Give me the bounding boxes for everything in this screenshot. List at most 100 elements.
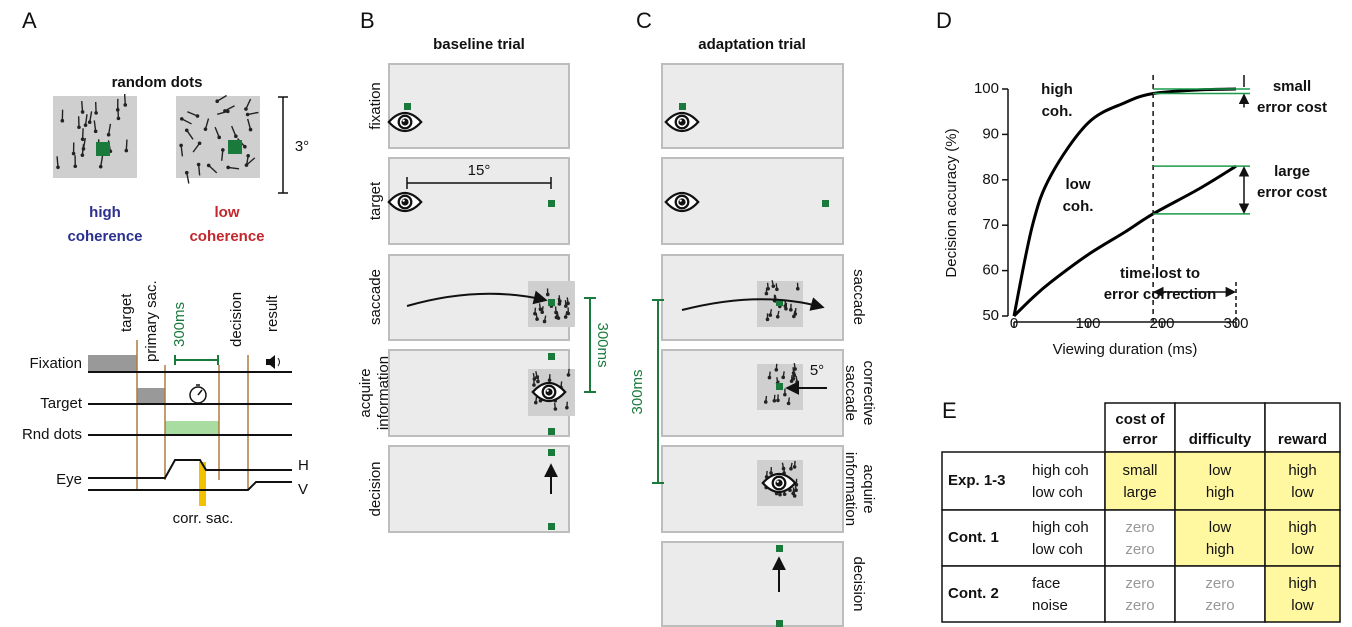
target-point	[548, 353, 555, 360]
header-text: cost of	[1115, 411, 1165, 428]
cell	[1174, 451, 1266, 511]
row-label-cell	[941, 509, 1106, 567]
dot	[123, 103, 128, 107]
target-point	[776, 299, 783, 306]
dot	[538, 307, 543, 312]
cell	[1264, 565, 1341, 623]
cell-text: high	[1206, 541, 1234, 558]
dot	[56, 165, 60, 170]
dot	[179, 117, 184, 121]
dot-trail	[245, 155, 249, 167]
dot-trail	[81, 128, 84, 140]
dot	[243, 144, 247, 149]
dot-trail	[82, 137, 87, 149]
row-label: saccade	[850, 269, 867, 325]
stopwatch	[189, 384, 207, 404]
dot-trail	[216, 94, 227, 102]
panel-label: C	[636, 8, 652, 33]
dot	[566, 373, 571, 377]
row-label: decision	[367, 461, 384, 516]
dot-trail	[221, 149, 224, 161]
target-point	[548, 299, 555, 306]
dot	[772, 398, 777, 403]
dot	[234, 134, 238, 139]
target-point	[776, 545, 783, 552]
title: baseline trial	[433, 36, 525, 53]
cell	[1104, 451, 1176, 511]
annotation: error cost	[1257, 99, 1327, 116]
row-label-cell	[941, 451, 1106, 511]
dot	[94, 111, 98, 115]
panel-e: cost of error difficulty reward Exp. 1-3 high…	[941, 402, 1341, 623]
cell	[1104, 565, 1176, 623]
trace-note: corr. sac.	[173, 510, 234, 527]
frame	[661, 541, 844, 627]
dot	[547, 378, 552, 382]
dot	[774, 367, 779, 372]
condition: face	[1032, 575, 1060, 592]
row-label: Target	[40, 395, 83, 412]
dot	[73, 164, 78, 169]
dot	[246, 154, 250, 158]
dot	[206, 163, 211, 168]
y-tick-label: 50	[982, 307, 999, 324]
dot	[558, 299, 562, 304]
dot	[215, 99, 220, 104]
dot	[60, 118, 65, 123]
dot-trail	[125, 139, 128, 151]
title: adaptation trial	[698, 36, 806, 53]
header-text: error	[1122, 431, 1157, 448]
condition: noise	[1032, 597, 1068, 614]
dot	[792, 494, 797, 498]
dot-trail	[214, 126, 220, 138]
dot	[784, 306, 788, 311]
panel-d: Decision accuracy (%) Viewing duration (…	[943, 75, 1327, 358]
y-tick-label: 100	[974, 80, 999, 97]
event-label: 300ms	[171, 302, 188, 347]
dot	[545, 292, 550, 297]
fixation-epoch	[88, 355, 137, 372]
dot	[791, 376, 796, 381]
dot-trail	[186, 172, 190, 184]
dot	[81, 147, 86, 151]
dot-trail	[246, 118, 252, 130]
dot	[789, 466, 793, 471]
frame	[388, 445, 570, 533]
dot-trail	[100, 155, 104, 167]
row-label-cell	[941, 565, 1106, 623]
row-label: acquire	[357, 368, 374, 417]
dot	[87, 120, 92, 125]
dot	[116, 116, 121, 121]
dot	[789, 308, 793, 312]
row-label: Rnd dots	[22, 426, 82, 443]
dot	[764, 291, 769, 296]
dot	[124, 148, 129, 153]
dot-trail	[208, 164, 218, 174]
high-label: coherence	[67, 228, 142, 245]
frame	[661, 445, 844, 533]
cell-text: zero	[1125, 597, 1154, 614]
dot-trail	[181, 118, 192, 125]
dot-trail	[93, 120, 97, 132]
dot-trail	[192, 142, 201, 153]
dot	[217, 135, 222, 140]
cell-text: low	[1209, 462, 1232, 479]
cell-text: zero	[1205, 597, 1234, 614]
target-point	[776, 620, 783, 627]
y-axis-label: Decision accuracy (%)	[943, 128, 960, 277]
frame	[661, 63, 844, 149]
dot	[540, 310, 544, 314]
high-label: high	[89, 204, 121, 221]
dot	[532, 377, 537, 381]
row-label: Fixation	[29, 355, 82, 372]
low-label: low	[215, 204, 240, 221]
target-point	[548, 428, 555, 435]
dot	[792, 373, 797, 378]
cell-text: high	[1288, 462, 1316, 479]
dot	[83, 123, 88, 127]
cell-text: zero	[1125, 541, 1154, 558]
cell-text: high	[1288, 575, 1316, 592]
y-tick-label: 70	[982, 216, 999, 233]
dot	[184, 170, 189, 175]
panel-label: D	[936, 8, 952, 33]
